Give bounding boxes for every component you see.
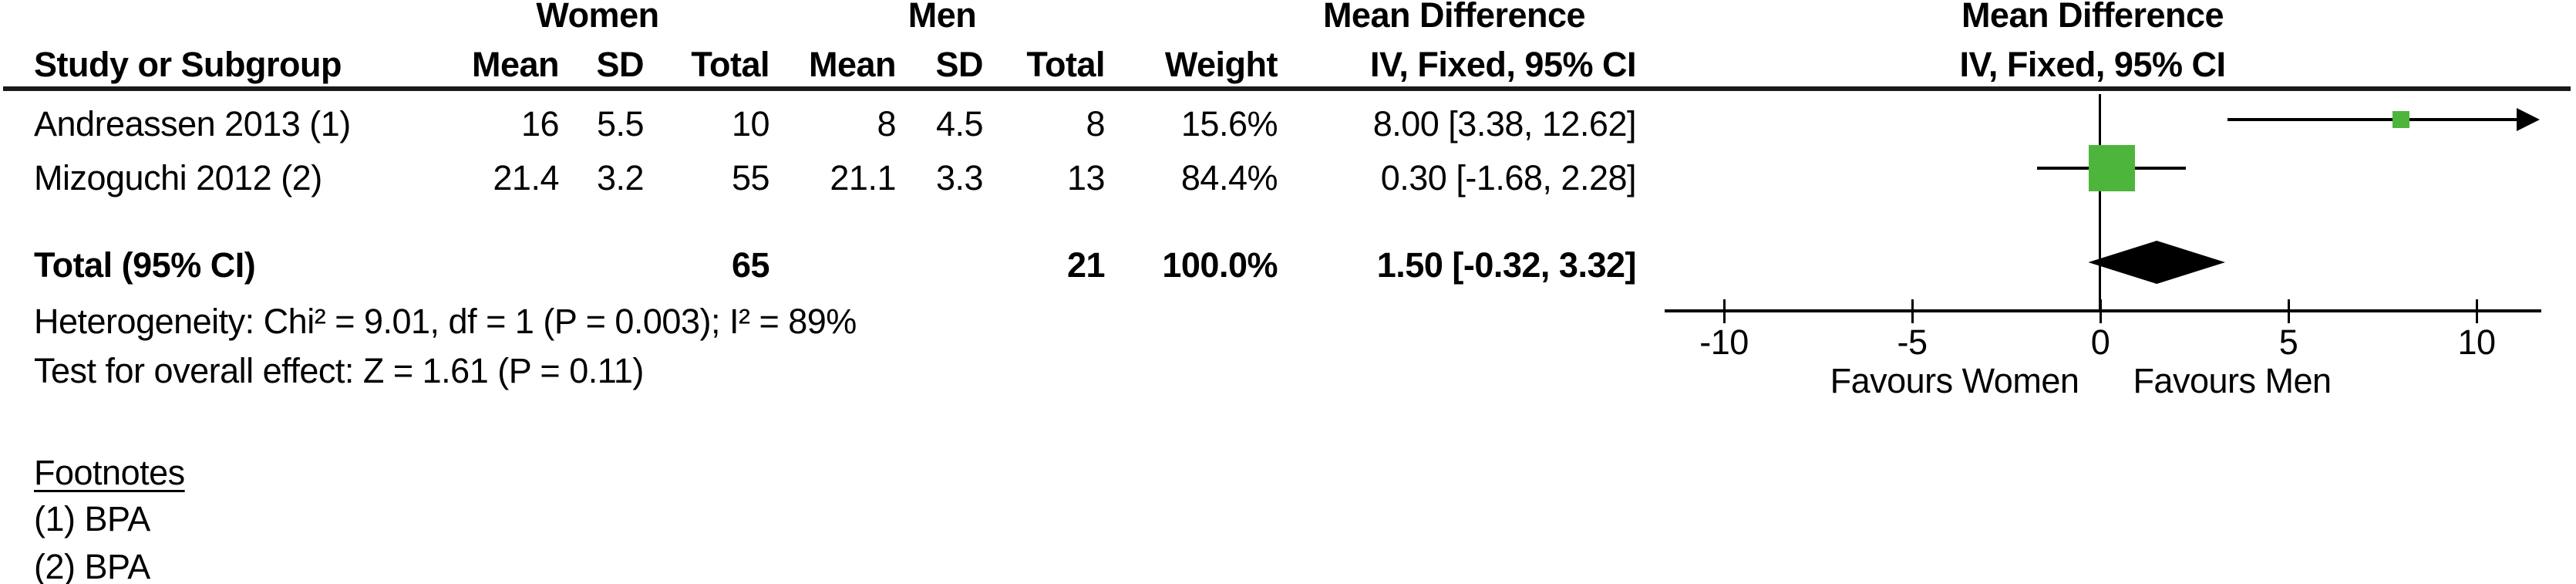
study-name: Mizoguchi 2012 (2)	[34, 158, 322, 197]
header-weight: Weight	[1164, 45, 1278, 84]
total-effect-estimate: 1.50 [-0.32, 3.32]	[1376, 245, 1637, 285]
weight-value: 84.4%	[1180, 158, 1278, 197]
overall-effect-row: Test for overall effect: Z = 1.61 (P = 0…	[0, 351, 2576, 391]
women-mean: 21.4	[493, 158, 559, 197]
heterogeneity-row: Heterogeneity: Chi² = 9.01, df = 1 (P = …	[0, 302, 2576, 342]
axis-tick	[2287, 299, 2290, 323]
axis-tick-label: 0	[2090, 322, 2110, 362]
total-men-total: 21	[1066, 245, 1106, 285]
study-name: Andreassen 2013 (1)	[34, 104, 351, 143]
axis-tick	[2099, 299, 2102, 323]
effect-square	[2392, 111, 2410, 128]
overall-effect-text: Test for overall effect: Z = 1.61 (P = 0…	[34, 351, 644, 390]
axis-tick-label: 10	[2457, 322, 2496, 362]
footnote-row: (2) BPA	[0, 547, 2576, 584]
women-sd: 5.5	[596, 104, 645, 143]
total-weight: 100.0%	[1162, 245, 1278, 285]
footnote-1: (1) BPA	[34, 499, 150, 538]
plot-title: Mean Difference	[1961, 0, 2224, 35]
total-label: Total (95% CI)	[34, 245, 256, 285]
header-men-total: Total	[1026, 45, 1105, 84]
header-women-sd: SD	[596, 45, 644, 84]
axis-tick-label: 5	[2278, 322, 2298, 362]
table-row: Andreassen 2013 (1) 16 5.5 10 8 4.5 8 15…	[0, 104, 2576, 144]
zero-line	[2099, 94, 2101, 312]
column-group-mean-difference: Mean Difference	[1322, 0, 1586, 35]
plot-subtitle: IV, Fixed, 95% CI	[1959, 45, 2227, 84]
men-sd: 3.3	[935, 158, 984, 197]
men-total: 13	[1066, 158, 1106, 197]
total-row: Total (95% CI) 65 21 100.0% 1.50 [-0.32,…	[0, 245, 2576, 285]
axis-tick	[1911, 299, 1914, 323]
header-women-mean: Mean	[471, 45, 560, 84]
favours-left-label: Favours Women	[1830, 361, 2079, 400]
women-total: 10	[731, 104, 770, 143]
men-mean: 21.1	[830, 158, 896, 197]
footnote-row: (1) BPA	[0, 499, 2576, 539]
header-rule	[3, 86, 2571, 91]
heterogeneity-text: Heterogeneity: Chi² = 9.01, df = 1 (P = …	[34, 302, 857, 341]
women-total: 55	[731, 158, 770, 197]
header-men-mean: Mean	[808, 45, 897, 84]
header-study: Study or Subgroup	[34, 45, 342, 84]
footnote-2: (2) BPA	[34, 547, 150, 584]
effect-estimate: 0.30 [-1.68, 2.28]	[1380, 158, 1637, 197]
women-sd: 3.2	[596, 158, 645, 197]
table-row: Mizoguchi 2012 (2) 21.4 3.2 55 21.1 3.3 …	[0, 158, 2576, 198]
women-mean: 16	[520, 104, 560, 143]
axis-tick	[2475, 299, 2478, 323]
footnotes-heading-row: Footnotes	[0, 453, 2576, 493]
men-total: 8	[1086, 104, 1105, 143]
header-effect-method: IV, Fixed, 95% CI	[1370, 45, 1637, 84]
axis-tick-label: -10	[1699, 322, 1749, 362]
axis-tick	[1722, 299, 1726, 323]
men-sd: 4.5	[935, 104, 984, 143]
column-group-men: Men	[907, 0, 977, 35]
footnotes-title: Footnotes	[34, 453, 185, 492]
header-column-row: Study or Subgroup Mean SD Total Mean SD …	[0, 45, 2576, 85]
x-axis	[1665, 309, 2541, 312]
header-women-total: Total	[691, 45, 769, 84]
favours-right-label: Favours Men	[2133, 361, 2332, 400]
axis-tick-label: -5	[1897, 322, 1928, 362]
header-men-sd: SD	[935, 45, 983, 84]
effect-estimate: 8.00 [3.38, 12.62]	[1372, 104, 1637, 143]
total-women-total: 65	[731, 245, 770, 285]
column-group-women: Women	[536, 0, 659, 35]
men-mean: 8	[877, 104, 896, 143]
ci-line	[2227, 118, 2517, 121]
weight-value: 15.6%	[1180, 104, 1278, 143]
arrow-right-icon	[2517, 108, 2540, 131]
effect-square	[2088, 145, 2135, 191]
header-group-row: Women Men Mean Difference Mean Differenc…	[0, 0, 2576, 32]
summary-diamond	[2088, 241, 2225, 284]
